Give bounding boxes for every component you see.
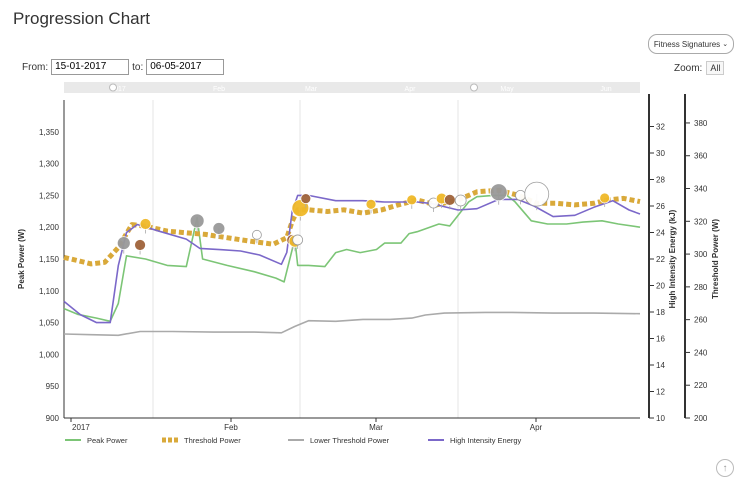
series-line-high-intensity-energy xyxy=(63,194,641,324)
signature-bubble xyxy=(212,222,226,235)
right1-tick-label: 24 xyxy=(656,229,665,238)
right1-tick-label: 16 xyxy=(656,335,665,344)
signature-bubble xyxy=(189,213,205,229)
right1-tick-label: 32 xyxy=(656,123,665,132)
left-tick-label: 1,300 xyxy=(39,160,60,169)
scroll-top-button[interactable]: ↑ xyxy=(716,459,734,477)
date-range: From: 15-01-2017 to: 06-05-2017 xyxy=(22,59,225,75)
series-line-peak-power xyxy=(63,194,641,323)
left-tick-label: 1,200 xyxy=(39,223,60,232)
navigator-label: Feb xyxy=(213,86,225,93)
right2-tick-label: 320 xyxy=(694,217,708,226)
chevron-down-icon: ⌄ xyxy=(722,41,729,48)
right1-tick-label: 10 xyxy=(656,414,665,423)
zoom-all-button[interactable]: All xyxy=(706,61,725,75)
right2-tick-label: 200 xyxy=(694,414,708,423)
navigator-label: May xyxy=(500,86,514,93)
navigator-bar xyxy=(64,82,640,93)
right2-tick-label: 360 xyxy=(694,152,708,161)
signature-bubble xyxy=(300,193,312,204)
right1-tick-label: 28 xyxy=(656,176,665,185)
right1-tick-label: 12 xyxy=(656,388,665,397)
to-date-input[interactable]: 06-05-2017 xyxy=(146,59,225,75)
series-line-lower-threshold-power xyxy=(63,311,641,337)
signature-bubble xyxy=(489,183,508,202)
from-date-input[interactable]: 15-01-2017 xyxy=(51,59,130,75)
left-tick-label: 950 xyxy=(46,382,60,391)
legend-item-lower-threshold-power[interactable]: Lower Threshold Power xyxy=(310,436,390,445)
left-tick-label: 1,000 xyxy=(39,350,60,359)
x-tick-label: Mar xyxy=(369,423,383,432)
right1-tick-label: 30 xyxy=(656,149,665,158)
x-tick-label: Feb xyxy=(224,423,238,432)
fitness-signatures-dropdown[interactable]: Fitness Signatures ⌄ xyxy=(648,34,734,54)
right1-axis-title: High Intensity Energy (kJ) xyxy=(668,209,677,308)
x-tick-label: 2017 xyxy=(72,423,90,432)
navigator-label: Mar xyxy=(305,86,318,93)
left-tick-label: 1,350 xyxy=(39,128,60,137)
fitness-signatures-label: Fitness Signatures xyxy=(653,39,721,49)
to-label: to: xyxy=(132,61,144,73)
signature-bubble xyxy=(406,194,418,206)
navigator-handle-left[interactable] xyxy=(109,83,117,92)
navigator-label: Apr xyxy=(405,86,417,93)
right2-tick-label: 220 xyxy=(694,381,708,390)
left-tick-label: 1,050 xyxy=(39,319,60,328)
legend-item-peak-power[interactable]: Peak Power xyxy=(87,436,128,445)
right2-tick-label: 240 xyxy=(694,348,708,357)
right2-tick-label: 380 xyxy=(694,119,708,128)
right1-tick-label: 20 xyxy=(656,282,665,291)
arrow-up-icon: ↑ xyxy=(722,462,728,474)
navigator-handle-right[interactable] xyxy=(470,83,478,92)
right1-tick-label: 18 xyxy=(656,308,665,317)
signature-bubble xyxy=(443,193,456,206)
right1-tick-label: 14 xyxy=(656,361,665,370)
legend-item-high-intensity-energy[interactable]: High Intensity Energy xyxy=(450,436,522,445)
signature-bubble xyxy=(291,199,310,218)
signature-bubble xyxy=(292,234,304,246)
legend-item-threshold-power[interactable]: Threshold Power xyxy=(184,436,241,445)
signature-bubble xyxy=(116,236,131,251)
signature-bubble xyxy=(252,229,262,240)
left-tick-label: 1,100 xyxy=(39,287,60,296)
left-tick-label: 1,150 xyxy=(39,255,60,264)
left-tick-label: 1,250 xyxy=(39,191,60,200)
left-tick-label: 900 xyxy=(46,414,60,423)
navigator-label: Jun xyxy=(600,86,611,93)
right1-tick-label: 22 xyxy=(656,255,665,264)
right2-tick-label: 340 xyxy=(694,185,708,194)
from-label: From: xyxy=(22,61,49,73)
zoom-label: Zoom: xyxy=(674,62,703,74)
signature-bubble xyxy=(515,189,526,201)
x-tick-label: Apr xyxy=(530,423,543,432)
signature-bubble xyxy=(134,239,146,251)
right2-tick-label: 300 xyxy=(694,250,708,259)
signature-bubble xyxy=(365,198,377,210)
page-title: Progression Chart xyxy=(13,9,151,28)
right2-tick-label: 260 xyxy=(694,316,708,325)
signature-bubble xyxy=(454,194,467,207)
signature-bubble xyxy=(599,192,611,204)
zoom-control: Zoom: All xyxy=(674,61,725,75)
right1-tick-label: 26 xyxy=(656,202,665,211)
signature-bubble xyxy=(139,218,152,230)
left-axis-title: Peak Power (W) xyxy=(17,229,26,289)
signature-bubble xyxy=(524,181,550,207)
navigator-label: 2017 xyxy=(110,86,126,93)
right2-tick-label: 280 xyxy=(694,283,708,292)
right2-axis-title: Threshold Power (W) xyxy=(711,219,720,299)
